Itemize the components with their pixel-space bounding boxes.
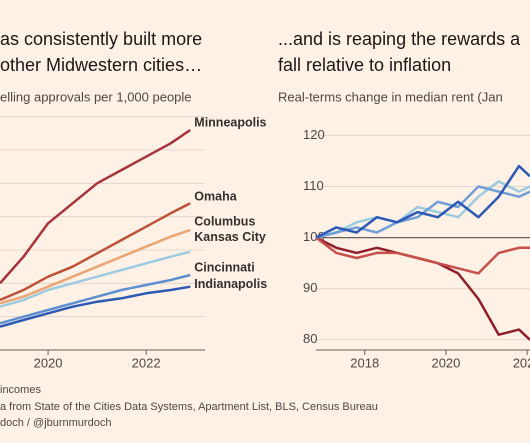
chart-title: other Midwestern cities… <box>0 55 202 75</box>
series-line <box>0 273 191 325</box>
x-tick-label: 2020 <box>34 355 63 370</box>
series-label: Indianapolis <box>194 277 267 291</box>
chart-title: fall relative to inflation <box>278 55 451 75</box>
y-tick-label: 110 <box>303 178 324 193</box>
series-label: Omaha <box>194 190 237 204</box>
series-label: Cincinnati <box>194 260 254 274</box>
series-line <box>315 164 530 239</box>
series-line <box>0 128 192 285</box>
series-line <box>0 202 191 302</box>
chart-title: ...and is reaping the rewards a <box>278 29 521 49</box>
x-tick-label: 2020 <box>431 355 460 370</box>
footnote: incomes <box>0 384 41 396</box>
chart-subtitle: Real-terms change in median rent (Jan <box>278 89 503 104</box>
x-tick-label: 2018 <box>350 355 379 370</box>
source: a from State of the Cities Data Systems,… <box>0 401 378 413</box>
series-line <box>0 285 191 328</box>
series-label: Kansas City <box>194 230 266 244</box>
y-tick-label: 80 <box>303 331 317 346</box>
series-line <box>0 250 191 308</box>
chart-title: as consistently built more <box>0 29 202 49</box>
series-line <box>0 228 191 305</box>
x-tick-label: 2022 <box>132 355 161 370</box>
y-tick-label: 90 <box>303 280 317 295</box>
chart-subtitle: elling approvals per 1,000 people <box>0 89 192 104</box>
series-line <box>315 236 530 275</box>
x-tick-label: 2022 <box>513 355 530 370</box>
series-label: Minneapolis <box>194 115 266 129</box>
series-label: Columbus <box>194 214 255 228</box>
credit: doch / @jburnmurdoch <box>0 417 111 429</box>
y-tick-label: 120 <box>303 127 325 142</box>
